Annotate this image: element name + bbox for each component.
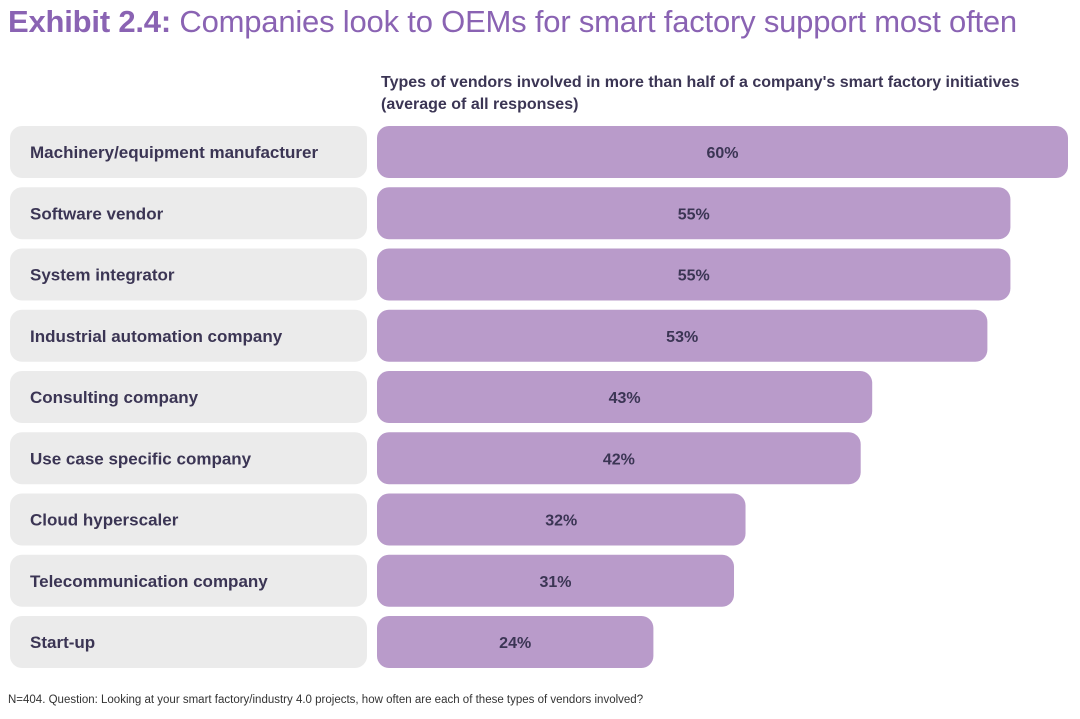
bar [377,248,1011,301]
exhibit-number: Exhibit 2.4: [8,4,171,39]
chart-subtitle: Types of vendors involved in more than h… [381,72,1071,116]
bar [377,371,873,423]
bar [377,554,735,607]
category-label: System integrator [30,266,175,285]
category-label: Telecommunication company [30,572,268,591]
bar [377,309,988,362]
bar [377,187,1011,240]
category-label-bg [10,248,367,301]
category-label-bg [10,554,367,607]
bar [377,616,654,668]
category-label: Start-up [30,633,95,652]
category-label: Industrial automation company [30,327,283,346]
category-label: Cloud hyperscaler [30,511,179,530]
category-label: Machinery/equipment manufacturer [30,143,319,162]
bar-value-label: 60% [706,145,738,162]
bar-value-label: 55% [678,268,710,285]
bar-value-label: 43% [609,390,641,407]
category-label-bg [10,309,367,362]
category-label: Software vendor [30,204,164,223]
bar [377,126,1068,178]
bar-value-label: 32% [545,513,577,530]
bar-value-label: 53% [666,329,698,346]
category-label-bg [10,616,367,668]
category-label-bg [10,493,367,546]
bar [377,432,861,485]
footnote: N=404. Question: Looking at your smart f… [8,694,644,706]
category-label: Consulting company [30,388,199,407]
chart-subheading: (average of all responses) [381,96,579,113]
bar-value-label: 42% [603,451,635,468]
category-label-bg [10,187,367,240]
bar-value-label: 24% [499,635,531,652]
bar-value-label: 31% [539,574,571,591]
exhibit-title-text: Companies look to OEMs for smart factory… [179,4,1017,39]
category-label: Use case specific company [30,449,252,468]
bar [377,493,746,546]
bar-value-label: 55% [678,206,710,223]
chart-heading: Types of vendors involved in more than h… [381,74,1020,91]
category-label-bg [10,432,367,485]
category-label-bg [10,371,367,423]
category-label-bg [10,126,367,178]
chart-title: Exhibit 2.4: Companies look to OEMs for … [8,2,1017,42]
